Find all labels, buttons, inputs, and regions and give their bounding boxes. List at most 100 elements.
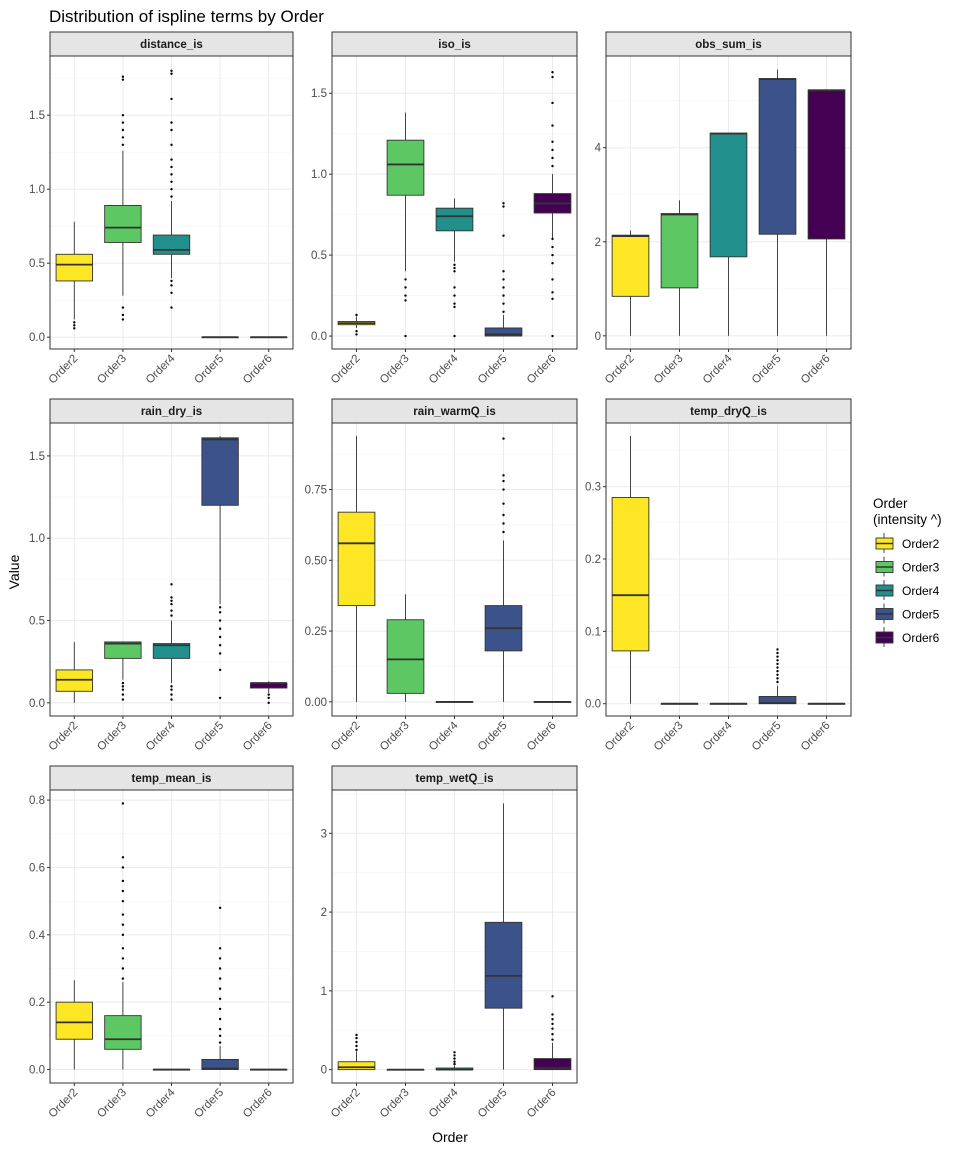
box-body-order5: [758, 78, 797, 235]
outlier-point: [404, 299, 407, 302]
outlier-point: [776, 662, 779, 666]
legend-label-order5: Order5: [902, 608, 940, 622]
x-tick-label: Order4: [701, 352, 735, 386]
outlier-point: [121, 933, 125, 937]
x-tick-label: Order2: [329, 1087, 363, 1121]
outlier-point: [551, 278, 554, 281]
outlier-point: [453, 334, 456, 338]
x-tick-label: Order5: [750, 720, 784, 754]
outlier-point: [551, 334, 554, 338]
facet-panel-iso-is: iso_is 0.0 0.5 1.0 1.5 Order2 Order3 Order4 Orde…: [311, 31, 578, 387]
facet-label-distance-is: distance_is: [140, 39, 203, 51]
outlier-point: [121, 143, 125, 146]
facet-panels: distance_is 0.0 0.5 1.0 1.5 Order2 Order3 Order…: [29, 31, 852, 1121]
outlier-point: [502, 294, 505, 297]
y-tick-label: 1.5: [29, 110, 45, 122]
outlier-point: [121, 856, 125, 859]
box-body-order4: [709, 132, 748, 258]
outlier-point: [404, 334, 407, 338]
box-body-order3: [386, 139, 425, 196]
outlier-point: [121, 899, 125, 903]
box-body-order5: [484, 327, 523, 337]
outlier-point: [502, 522, 505, 525]
outlier-point: [170, 291, 173, 294]
outlier-point: [218, 1027, 222, 1031]
box-rain-warmq-is-order4: [435, 700, 474, 703]
outlier-point: [121, 313, 125, 317]
box-body-order5: [201, 437, 239, 506]
chart-title: Distribution of ispline terms by Order: [49, 7, 324, 26]
outlier-point: [121, 685, 125, 688]
box-rain-warmq-is-order3: [386, 594, 425, 702]
outlier-point: [170, 173, 173, 176]
legend-label-order3: Order3: [902, 561, 940, 575]
outlier-point: [170, 596, 173, 599]
y-tick-label: 2: [595, 237, 601, 249]
x-tick-label: Order2: [47, 353, 81, 387]
x-tick-label: Order6: [241, 1087, 275, 1121]
x-tick-label: Order5: [192, 720, 226, 754]
box-obs-sum-is-order6: [807, 89, 846, 336]
box-obs-sum-is-order4: [709, 132, 748, 336]
y-tick-label: 0: [595, 331, 601, 343]
outlier-point: [121, 947, 125, 950]
box-rain-warmq-is-order6: [533, 700, 572, 703]
box-obs-sum-is-order2: [611, 230, 650, 336]
outlier-point: [218, 1007, 222, 1011]
x-tick-label: Order6: [241, 720, 275, 754]
outlier-point: [502, 502, 505, 505]
outlier-point: [355, 1040, 358, 1044]
facet-label-rain-warmq-is: rain_warmQ_is: [413, 406, 495, 418]
outlier-point: [453, 1060, 456, 1063]
y-tick-label: 0.5: [29, 616, 45, 628]
y-tick-label: 0.5: [311, 250, 327, 262]
x-tick-label: Order3: [652, 720, 686, 754]
box-obs-sum-is-order3: [660, 200, 699, 336]
outlier-point: [170, 180, 173, 183]
outlier-point: [551, 297, 554, 301]
y-tick-label: 0.50: [305, 555, 327, 567]
box-distance-is-order4: [152, 69, 191, 309]
y-tick-label: 1.0: [29, 184, 45, 196]
x-tick-label: Order6: [799, 720, 833, 754]
outlier-point: [502, 479, 505, 483]
y-tick-label: 1.0: [29, 533, 45, 545]
box-body-order2: [611, 497, 650, 652]
y-tick-label: 0.25: [305, 626, 327, 638]
box-rain-dry-is-order2: [55, 641, 93, 703]
outlier-point: [121, 913, 125, 916]
facet-label-iso-is: iso_is: [438, 39, 471, 51]
facet-label-temp-dryq-is: temp_dryQ_is: [690, 406, 767, 418]
x-tick-label: Order4: [701, 719, 735, 753]
y-tick-label: 4: [595, 143, 602, 155]
outlier-point: [453, 1051, 456, 1054]
outlier-point: [551, 75, 554, 79]
plot-area: [606, 423, 851, 716]
box-distance-is-order5: [201, 336, 239, 339]
outlier-point: [121, 967, 125, 970]
outlier-point: [121, 306, 125, 309]
outlier-point: [121, 879, 125, 883]
outlier-point: [170, 685, 173, 688]
legend-item-order6: Order6: [875, 627, 940, 647]
x-tick-label: Order5: [476, 353, 510, 387]
box-body-order5: [484, 921, 523, 1009]
y-tick-label: 2: [321, 907, 327, 919]
x-tick-label: Order3: [378, 1087, 412, 1121]
outlier-point: [218, 967, 222, 970]
plot-area: [332, 423, 577, 716]
y-tick-label: 0.3: [585, 482, 601, 494]
outlier-point: [551, 101, 554, 105]
outlier-point: [502, 530, 505, 534]
outlier-point: [551, 156, 554, 160]
outlier-point: [218, 668, 222, 672]
legend-item-order2: Order2: [875, 533, 940, 553]
outlier-point: [776, 680, 779, 684]
outlier-point: [121, 121, 125, 124]
outlier-point: [453, 1057, 456, 1060]
outlier-point: [170, 195, 173, 198]
x-tick-label: Order4: [427, 719, 461, 753]
outlier-point: [355, 329, 358, 333]
outlier-point: [121, 957, 125, 960]
outlier-point: [121, 889, 125, 893]
